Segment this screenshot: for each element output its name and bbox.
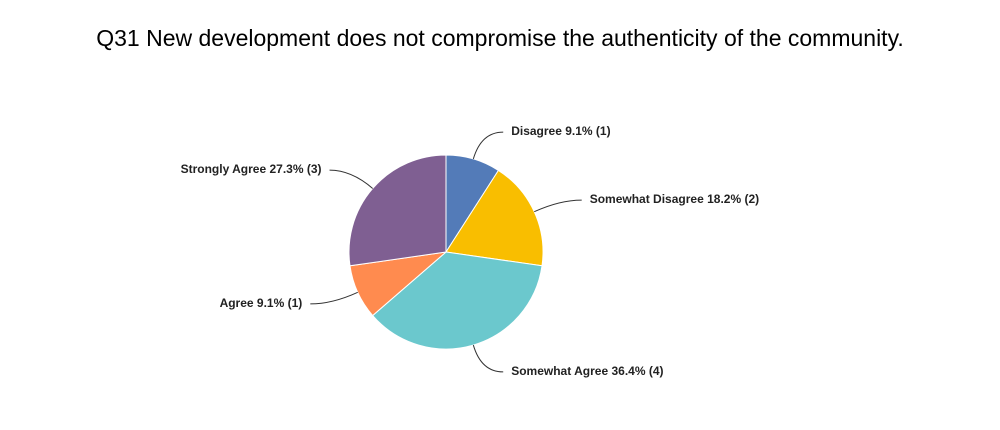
leader-line	[310, 291, 358, 305]
category-label: Strongly Agree	[181, 162, 267, 176]
value-label: 27.3% (3)	[270, 162, 322, 176]
category-label: Somewhat Disagree	[590, 192, 704, 206]
chart-title: Q31 New development does not compromise …	[96, 25, 904, 51]
value-label: 9.1% (1)	[257, 296, 302, 310]
category-label: Somewhat Agree	[511, 364, 608, 378]
value-label: 36.4% (4)	[611, 364, 663, 378]
value-label: 18.2% (2)	[707, 192, 759, 206]
slice-label: Strongly Agree 27.3% (3)	[181, 162, 322, 176]
leader-line	[534, 199, 582, 213]
pie-slice	[348, 154, 447, 267]
slice-label: Somewhat Disagree 18.2% (2)	[590, 192, 759, 206]
value-label: 9.1% (1)	[565, 124, 610, 138]
category-label: Agree	[220, 296, 254, 310]
leader-line	[329, 169, 374, 189]
leader-line	[472, 131, 504, 160]
category-label: Disagree	[511, 124, 562, 138]
slice-label: Disagree 9.1% (1)	[511, 124, 610, 138]
slice-label: Somewhat Agree 36.4% (4)	[511, 364, 663, 378]
leader-line	[472, 344, 504, 373]
slice-label: Agree 9.1% (1)	[220, 296, 303, 310]
